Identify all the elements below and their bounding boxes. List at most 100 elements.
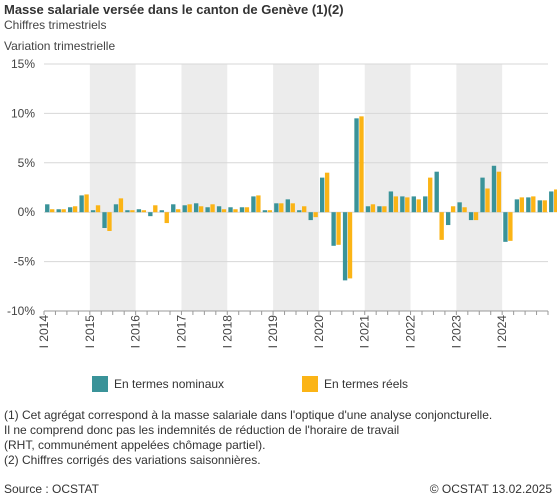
y-tick-label: 5% — [18, 156, 36, 170]
bar-nominal — [297, 210, 302, 213]
bar-real — [359, 116, 364, 213]
footnotes: (1) Cet agrégat correspond à la masse sa… — [4, 408, 492, 468]
bar-nominal — [388, 191, 394, 213]
bar-nominal — [365, 206, 371, 213]
bar-real — [531, 196, 536, 213]
x-tick-label: I 2023 — [449, 315, 463, 349]
bar-nominal — [549, 191, 554, 213]
bar-real — [519, 197, 525, 213]
x-tick-label: I 2018 — [220, 315, 234, 349]
chart-title: Masse salariale versée dans le canton de… — [4, 2, 344, 17]
bar-real — [485, 188, 490, 213]
bar-nominal — [90, 210, 96, 213]
bar-nominal — [102, 212, 107, 229]
bar-nominal — [411, 196, 416, 213]
bar-nominal — [445, 212, 451, 226]
bar-nominal — [205, 207, 210, 213]
bar-nominal — [148, 212, 153, 217]
bar-nominal — [491, 165, 497, 213]
bar-real — [107, 212, 112, 231]
x-tick-label: I 2021 — [358, 315, 372, 349]
x-tick-label: I 2014 — [37, 315, 51, 349]
bar-nominal — [56, 209, 61, 213]
bar-real — [50, 209, 55, 213]
bar-real — [187, 204, 192, 213]
bar-nominal — [423, 196, 428, 213]
legend-item-nominal[interactable]: En termes nominaux — [92, 376, 224, 392]
bar-nominal — [136, 209, 142, 213]
bar-real — [72, 206, 78, 213]
bar-nominal — [514, 199, 520, 213]
chart-subtitle: Chiffres trimestriels — [4, 18, 107, 32]
y-axis-label: Variation trimestrielle — [4, 39, 116, 53]
bar-real — [542, 200, 547, 213]
bar-nominal — [274, 203, 279, 213]
legend-label-real: En termes réels — [324, 377, 409, 391]
x-tick-label: I 2016 — [129, 315, 143, 349]
bar-nominal — [377, 206, 382, 213]
bar-nominal — [159, 210, 164, 213]
bar-nominal — [537, 200, 542, 213]
bar-nominal — [285, 199, 290, 213]
bar-nominal — [503, 212, 508, 242]
year-band — [273, 64, 319, 311]
bar-real — [382, 206, 387, 213]
bar-nominal — [457, 202, 462, 213]
bar-real — [153, 205, 158, 213]
bar-nominal — [331, 212, 336, 246]
x-tick-label: I 2017 — [174, 315, 188, 349]
bar-real — [118, 198, 124, 213]
bar-real — [302, 206, 307, 213]
x-tick-label: I 2022 — [404, 315, 418, 349]
bar-real — [221, 209, 227, 213]
bar-real — [141, 210, 147, 213]
bar-real — [256, 195, 261, 213]
bar-real — [267, 210, 273, 213]
legend-swatch-real — [302, 376, 318, 392]
bar-real — [130, 210, 135, 213]
bar-nominal — [216, 206, 222, 213]
x-tick-label: I 2019 — [266, 315, 280, 349]
bar-real — [176, 209, 181, 213]
legend-item-real[interactable]: En termes réels — [302, 376, 408, 392]
bar-nominal — [182, 205, 187, 213]
x-tick-label: I 2020 — [312, 315, 326, 349]
bar-real — [439, 212, 444, 240]
bar-nominal — [251, 196, 256, 213]
y-tick-label: 0% — [18, 205, 36, 219]
bar-real — [416, 199, 421, 213]
bar-nominal — [67, 207, 73, 213]
bar-real — [496, 171, 502, 213]
bar-real — [210, 204, 215, 213]
bar-real — [347, 212, 353, 279]
x-tick-label: I 2024 — [495, 315, 509, 349]
bar-real — [508, 212, 513, 241]
bar-nominal — [171, 204, 176, 213]
y-tick-label: 15% — [11, 57, 35, 71]
footnote-line: (2) Chiffres corrigés des variations sai… — [4, 453, 261, 467]
bar-nominal — [228, 207, 233, 213]
year-band — [181, 64, 228, 311]
footnote-line: (RHT, communément appelées chômage parti… — [4, 438, 266, 452]
bar-nominal — [480, 177, 485, 213]
y-tick-label: -5% — [14, 255, 36, 269]
bar-real — [290, 203, 295, 213]
bar-nominal — [526, 197, 531, 213]
footnote-line: Il ne comprend donc pas les indemnités d… — [4, 423, 400, 437]
quarterly-wage-bar-chart: -10% -5% 0% 5% 10% 15% I 2014 I 2015 I 2016 I 201… — [7, 57, 557, 349]
bar-real — [393, 196, 399, 213]
legend-swatch-nominal — [92, 376, 108, 392]
source-note: Source : OCSTAT — [4, 482, 99, 496]
bar-real — [450, 206, 456, 213]
legend-label-nominal: En termes nominaux — [114, 377, 225, 391]
bar-real — [61, 209, 66, 213]
copyright-note: © OCSTAT 13.02.2025 — [429, 482, 552, 496]
bar-real — [313, 212, 318, 218]
bar-real — [244, 207, 250, 213]
y-tick-label: 10% — [11, 106, 35, 120]
x-tick-label: I 2015 — [83, 315, 97, 349]
bar-nominal — [308, 212, 313, 221]
bar-real — [554, 189, 557, 213]
bar-nominal — [79, 195, 84, 213]
footnote-line: (1) Cet agrégat correspond à la masse sa… — [4, 408, 493, 422]
